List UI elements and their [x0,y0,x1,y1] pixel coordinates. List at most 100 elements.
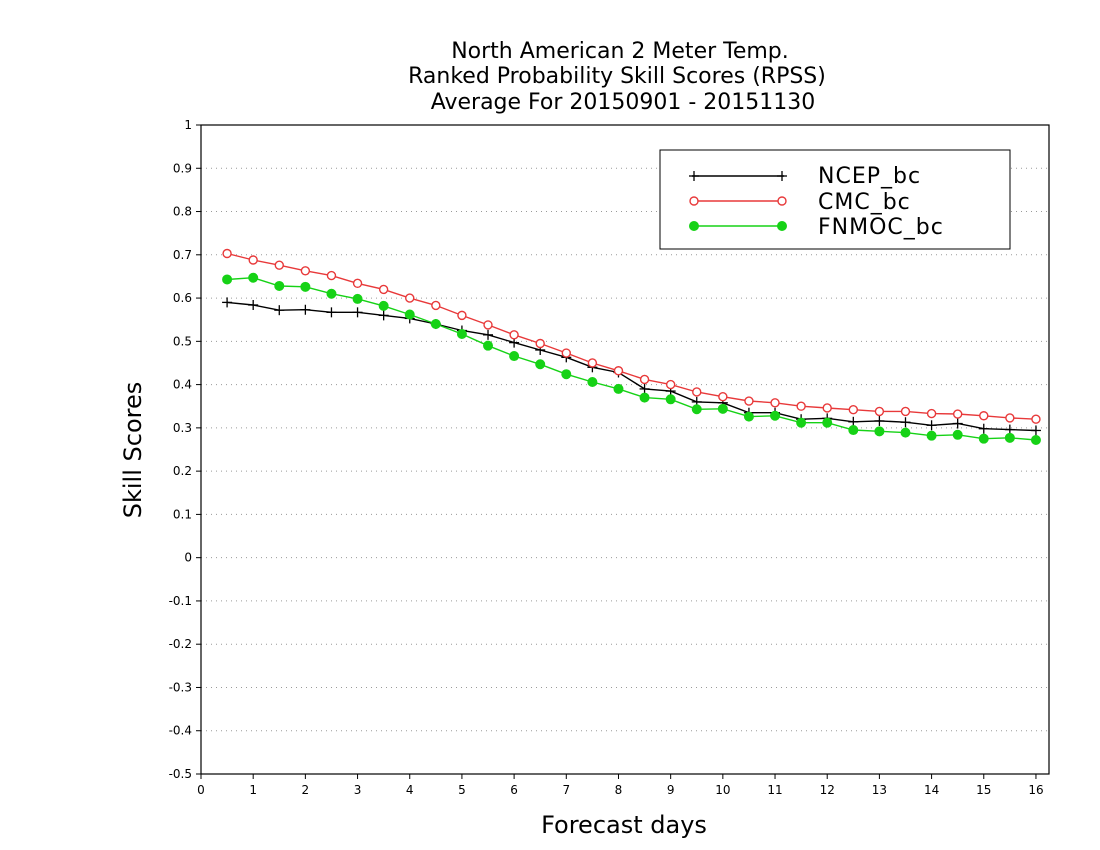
data-point-cmc-bc [926,408,937,419]
data-point-fnmoc-bc [587,377,598,388]
data-point-fnmoc-bc [404,309,415,320]
x-tick-label: 12 [820,783,835,797]
data-point-fnmoc-bc [874,426,885,437]
x-axis-label: Forecast days [541,811,707,839]
data-point-cmc-bc [431,300,441,311]
y-tick-label: 0.3 [173,421,192,435]
legend-marker-ncep-bc [689,171,699,181]
data-point-fnmoc-bc [352,293,363,304]
data-point-cmc-bc [535,338,545,349]
y-axis-label: Skill Scores [119,382,147,519]
data-point-cmc-bc [248,255,258,265]
legend-marker-ncep-bc [777,171,787,181]
x-tick-label: 14 [924,783,939,797]
y-tick-label: 0 [184,551,192,565]
series-line-ncep-bc [227,301,1037,432]
data-point-fnmoc-bc [822,417,833,428]
data-point-cmc-bc [613,366,624,376]
y-tick-label: 0.6 [173,291,192,305]
x-tick-label: 13 [872,783,887,797]
x-tick-label: 8 [615,783,623,797]
axis-ticks: -0.5 -0.4 -0.3 -0.2 -0.1 0 0.1 0.2 0.3 0.4 0.5 0.6 0… [169,118,1044,797]
y-tick-label: -0.2 [169,637,192,651]
x-tick-label: 4 [406,783,414,797]
x-tick-label: 0 [197,783,205,797]
series-line-cmc-bc [226,252,1037,420]
y-tick-label: -0.1 [169,594,192,608]
y-tick-label: -0.5 [169,767,192,781]
y-tick-label: 1 [184,118,192,132]
data-point-ncep-bc [952,418,963,429]
y-tick-label: 0.1 [173,507,192,521]
legend-marker-fnmoc-bc [689,221,699,231]
data-point-fnmoc-bc [770,410,781,421]
data-point-cmc-bc [509,330,519,340]
legend: NCEP_bc CMC_bc FNMOC_bc [659,149,1011,250]
y-tick-label: -0.4 [169,724,192,738]
data-point-cmc-bc [274,260,284,270]
data-point-cmc-bc [848,404,859,415]
legend-marker-fnmoc-bc [777,221,787,231]
data-point-cmc-bc [326,270,337,281]
x-tick-label: 5 [458,783,466,797]
data-point-cmc-bc [874,406,885,417]
data-point-fnmoc-bc [926,430,937,441]
data-point-cmc-bc [770,398,780,408]
data-point-cmc-bc [300,266,311,276]
y-tick-label: 0.7 [173,248,192,262]
data-point-fnmoc-bc [796,417,807,428]
data-point-cmc-bc [352,278,363,289]
data-point-cmc-bc [979,411,989,421]
legend-marker-cmc-bc [777,196,787,206]
data-point-cmc-bc [900,406,911,417]
series-ncep-bc [222,297,1041,436]
y-tick-label: 0.4 [173,378,192,392]
series-fnmoc-bc [222,272,1041,445]
data-point-fnmoc-bc [222,274,233,285]
data-point-fnmoc-bc [300,281,311,292]
chart-title-line-2: Ranked Probability Skill Scores (RPSS) [408,64,826,89]
x-tick-label: 1 [249,783,257,797]
plot-frame [200,124,1050,775]
data-point-ncep-bc [1030,425,1041,436]
series-cmc-bc [222,248,1041,424]
data-point-ncep-bc [378,310,389,321]
legend-box [659,149,1011,250]
y-tick-label: 0.2 [173,464,192,478]
data-point-cmc-bc [718,392,728,402]
data-point-fnmoc-bc [639,392,650,403]
data-point-ncep-bc [274,305,285,316]
legend-marker-cmc-bc [689,196,699,206]
data-point-ncep-bc [900,417,911,428]
data-point-ncep-bc [326,307,337,318]
data-point-cmc-bc [639,374,650,385]
legend-label-fnmoc-bc: FNMOC_bc [818,215,944,240]
legend-symbols [689,171,787,231]
x-tick-label: 6 [510,783,518,797]
chart-title-line-1: North American 2 Meter Temp. [451,39,789,64]
data-point-fnmoc-bc [665,394,676,405]
x-tick-label: 9 [667,783,675,797]
data-point-fnmoc-bc [952,429,963,440]
data-point-cmc-bc [822,403,832,413]
data-point-ncep-bc [483,329,494,340]
data-point-cmc-bc [561,348,571,358]
data-point-fnmoc-bc [326,288,337,299]
x-tick-label: 16 [1028,783,1043,797]
data-point-fnmoc-bc [274,280,285,291]
data-point-fnmoc-bc [378,300,389,311]
data-point-cmc-bc [796,401,806,411]
data-point-fnmoc-bc [430,319,441,330]
data-point-fnmoc-bc [848,425,859,436]
data-point-cmc-bc [665,379,676,390]
chart-title-line-3: Average For 20150901 - 20151130 [431,90,816,115]
data-point-fnmoc-bc [456,328,467,339]
data-point-ncep-bc [352,307,363,318]
series-line-fnmoc-bc [227,276,1037,441]
data-point-ncep-bc [926,420,937,431]
x-tick-label: 2 [302,783,310,797]
x-tick-label: 15 [976,783,991,797]
y-tick-label: 0.5 [173,334,192,348]
data-point-fnmoc-bc [483,340,494,351]
